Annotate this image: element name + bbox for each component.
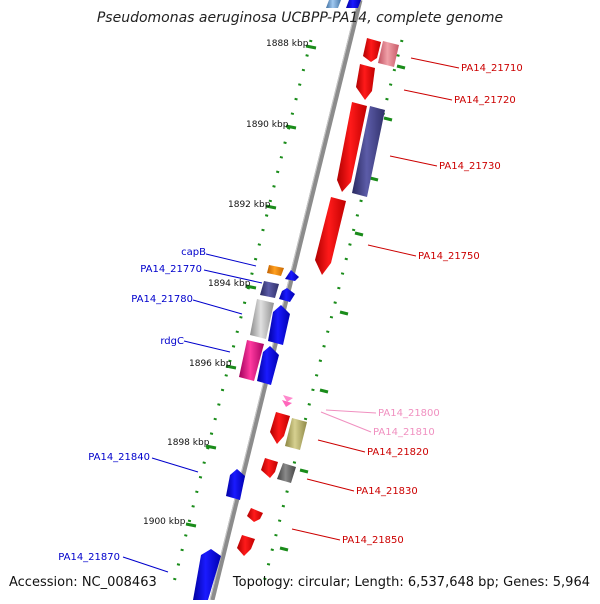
outer-tick bbox=[354, 231, 364, 237]
gene-label[interactable]: PA14_21810 bbox=[373, 427, 435, 438]
gene-arrow[interactable] bbox=[226, 469, 245, 500]
gene-label[interactable]: rdgC bbox=[160, 336, 184, 347]
gene-arrow[interactable] bbox=[257, 346, 279, 385]
outer-tick bbox=[383, 116, 393, 122]
label-leader bbox=[205, 253, 257, 267]
gene-arrow[interactable] bbox=[352, 106, 385, 197]
gene-arrow[interactable] bbox=[346, 0, 361, 8]
ruler-tick bbox=[185, 522, 197, 528]
label-leader bbox=[306, 478, 355, 492]
label-leader bbox=[367, 244, 417, 257]
gene-arrow[interactable] bbox=[239, 340, 264, 381]
ruler-label: 1898 kbp bbox=[167, 438, 210, 448]
gene-arrow[interactable] bbox=[261, 458, 278, 478]
gene-arrow[interactable] bbox=[356, 64, 375, 100]
genome-title: Pseudomonas aeruginosa UCBPP-PA14, compl… bbox=[96, 10, 504, 26]
genome-summary-text: Topology: circular; Length: 6,537,648 bp… bbox=[232, 575, 590, 590]
label-leader bbox=[320, 411, 372, 433]
label-leader bbox=[317, 439, 366, 453]
label-leader bbox=[122, 556, 169, 573]
label-leader bbox=[151, 457, 199, 473]
gene-arrow[interactable] bbox=[285, 270, 299, 281]
gene-arrow[interactable] bbox=[193, 549, 221, 600]
ruler-label: 1890 kbp bbox=[246, 120, 289, 130]
ruler-tick bbox=[265, 204, 277, 210]
ruler-label: 1888 kbp bbox=[266, 39, 309, 49]
gene-arrow[interactable] bbox=[363, 38, 381, 62]
gene-arrow[interactable] bbox=[378, 41, 399, 67]
outer-tick bbox=[319, 388, 329, 394]
gene-label[interactable]: PA14_21800 bbox=[378, 408, 440, 419]
gene-arrow[interactable] bbox=[337, 102, 367, 192]
gene-label[interactable]: PA14_21850 bbox=[342, 535, 404, 546]
gene-arrow[interactable] bbox=[237, 535, 255, 556]
outer-tick bbox=[369, 176, 379, 182]
label-leader bbox=[291, 528, 341, 541]
outer-tick bbox=[279, 546, 289, 552]
ruler-tick bbox=[245, 284, 257, 290]
gene-label[interactable]: PA14_21730 bbox=[439, 161, 501, 172]
gene-arrow[interactable] bbox=[268, 305, 290, 345]
ruler-tick bbox=[205, 444, 217, 450]
gene-arrow[interactable] bbox=[260, 281, 279, 298]
label-leader bbox=[192, 299, 243, 315]
ruler-label: 1892 kbp bbox=[228, 200, 271, 210]
label-leader bbox=[410, 57, 460, 69]
gene-label[interactable]: capB bbox=[181, 247, 206, 258]
ruler-tick bbox=[305, 44, 317, 50]
outer-tick bbox=[339, 310, 349, 316]
gene-arrow[interactable] bbox=[270, 412, 290, 444]
gene-label[interactable]: PA14_21750 bbox=[418, 251, 480, 262]
gene-arrow[interactable] bbox=[279, 288, 295, 302]
gene-label[interactable]: PA14_21770 bbox=[140, 264, 202, 275]
ruler-label: 1900 kbp bbox=[143, 517, 186, 527]
ruler-tick bbox=[225, 364, 237, 370]
label-leader bbox=[203, 269, 263, 284]
accession-text: Accession: NC_008463 bbox=[9, 575, 157, 590]
gene-label[interactable]: PA14_21720 bbox=[454, 95, 516, 106]
ruler-label: 1896 kbp bbox=[189, 359, 232, 369]
outer-track-ticks bbox=[279, 64, 406, 552]
gene-label[interactable]: PA14_21820 bbox=[367, 447, 429, 458]
label-leader bbox=[389, 155, 438, 167]
gene-label[interactable]: PA14_21870 bbox=[58, 552, 120, 563]
gene-arrow[interactable] bbox=[285, 418, 307, 450]
gene-arrow[interactable] bbox=[250, 299, 274, 339]
gene-arrow[interactable] bbox=[267, 265, 284, 276]
gene-arrow[interactable] bbox=[277, 463, 296, 483]
label-leader bbox=[403, 89, 453, 101]
gene-label[interactable]: PA14_21840 bbox=[88, 452, 150, 463]
gene-label[interactable]: PA14_21710 bbox=[461, 63, 523, 74]
gene-arrow[interactable] bbox=[326, 0, 341, 8]
label-leader bbox=[183, 340, 231, 353]
gene-label[interactable]: PA14_21780 bbox=[131, 294, 193, 305]
gene-arrow[interactable] bbox=[247, 508, 263, 522]
pseudogene-mark[interactable] bbox=[282, 400, 292, 407]
pseudogene-mark[interactable] bbox=[283, 395, 293, 402]
gene-label[interactable]: PA14_21830 bbox=[356, 486, 418, 497]
label-leader bbox=[325, 409, 377, 414]
ruler-label: 1894 kbp bbox=[208, 279, 251, 289]
ruler-tick bbox=[285, 124, 297, 130]
outer-tick bbox=[299, 468, 309, 474]
ruler-ticks bbox=[185, 44, 317, 528]
outer-tick bbox=[396, 64, 406, 70]
inner-dotted-track bbox=[170, 39, 313, 591]
gene-arrow[interactable] bbox=[315, 197, 346, 275]
